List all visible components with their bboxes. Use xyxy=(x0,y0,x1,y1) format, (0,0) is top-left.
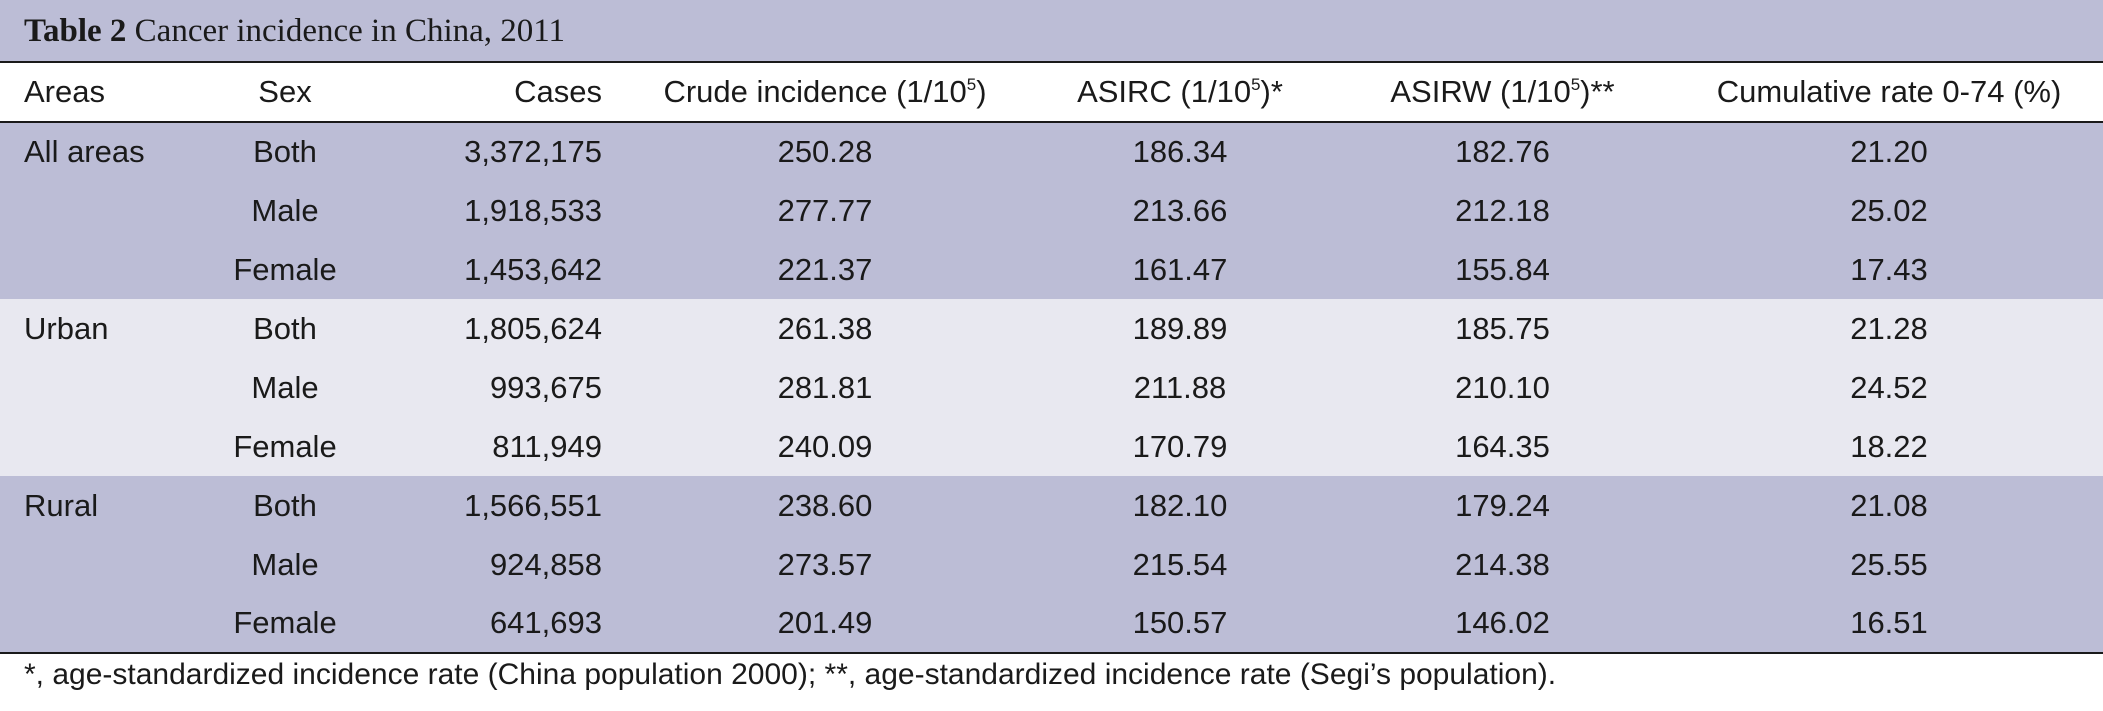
group-all-areas: All areas Both 3,372,175 250.28 186.34 1… xyxy=(0,122,2103,299)
sex-cell: Female xyxy=(210,594,360,654)
asirw-cell: 212.18 xyxy=(1330,181,1675,240)
crude-cell: 238.60 xyxy=(620,476,1030,535)
cumulative-cell: 16.51 xyxy=(1675,594,2103,654)
sex-cell: Both xyxy=(210,122,360,181)
crude-cell: 277.77 xyxy=(620,181,1030,240)
header-asirc: ASIRC (1/105)* xyxy=(1030,63,1330,123)
asirw-cell: 164.35 xyxy=(1330,417,1675,476)
asirw-cell: 146.02 xyxy=(1330,594,1675,654)
cases-cell: 1,805,624 xyxy=(360,299,620,358)
table-row: Rural Both 1,566,551 238.60 182.10 179.2… xyxy=(0,476,2103,535)
area-cell xyxy=(0,181,210,240)
asirc-cell: 186.34 xyxy=(1030,122,1330,181)
cases-cell: 1,566,551 xyxy=(360,476,620,535)
asirc-cell: 170.79 xyxy=(1030,417,1330,476)
asirc-cell: 215.54 xyxy=(1030,535,1330,594)
header-crude-incidence: Crude incidence (1/105) xyxy=(620,63,1030,123)
crude-cell: 221.37 xyxy=(620,240,1030,299)
group-urban: Urban Both 1,805,624 261.38 189.89 185.7… xyxy=(0,299,2103,476)
header-asirw-text: ASIRW (1/10 xyxy=(1390,74,1571,109)
sex-cell: Both xyxy=(210,299,360,358)
cases-cell: 993,675 xyxy=(360,358,620,417)
header-cases: Cases xyxy=(360,63,620,123)
header-asirc-exponent: 5 xyxy=(1251,75,1261,94)
header-asirw: ASIRW (1/105)** xyxy=(1330,63,1675,123)
crude-cell: 240.09 xyxy=(620,417,1030,476)
cases-cell: 924,858 xyxy=(360,535,620,594)
sex-cell: Female xyxy=(210,240,360,299)
table-caption: Table 2 Cancer incidence in China, 2011 xyxy=(0,0,2103,63)
group-rural: Rural Both 1,566,551 238.60 182.10 179.2… xyxy=(0,476,2103,654)
asirw-cell: 214.38 xyxy=(1330,535,1675,594)
cumulative-cell: 25.02 xyxy=(1675,181,2103,240)
area-cell: All areas xyxy=(0,122,210,181)
header-cumulative-rate: Cumulative rate 0-74 (%) xyxy=(1675,63,2103,123)
header-asirc-text: ASIRC (1/10 xyxy=(1077,74,1252,109)
table-row: Female 1,453,642 221.37 161.47 155.84 17… xyxy=(0,240,2103,299)
asirc-cell: 150.57 xyxy=(1030,594,1330,654)
table-row: Male 924,858 273.57 215.54 214.38 25.55 xyxy=(0,535,2103,594)
crude-cell: 273.57 xyxy=(620,535,1030,594)
incidence-table: Areas Sex Cases Crude incidence (1/105) … xyxy=(0,63,2103,654)
cumulative-cell: 17.43 xyxy=(1675,240,2103,299)
table-row: Male 993,675 281.81 211.88 210.10 24.52 xyxy=(0,358,2103,417)
header-row: Areas Sex Cases Crude incidence (1/105) … xyxy=(0,63,2103,123)
table-row: All areas Both 3,372,175 250.28 186.34 1… xyxy=(0,122,2103,181)
cases-cell: 641,693 xyxy=(360,594,620,654)
asirc-cell: 161.47 xyxy=(1030,240,1330,299)
asirw-cell: 155.84 xyxy=(1330,240,1675,299)
header-crude-text: Crude incidence (1/10 xyxy=(663,74,967,109)
header-areas: Areas xyxy=(0,63,210,123)
sex-cell: Male xyxy=(210,535,360,594)
header-asirc-close: )* xyxy=(1260,74,1283,109)
cases-cell: 1,918,533 xyxy=(360,181,620,240)
header-crude-exponent: 5 xyxy=(966,75,977,94)
cumulative-cell: 24.52 xyxy=(1675,358,2103,417)
header-crude-close: ) xyxy=(976,74,987,109)
crude-cell: 250.28 xyxy=(620,122,1030,181)
sex-cell: Both xyxy=(210,476,360,535)
area-cell xyxy=(0,535,210,594)
sex-cell: Male xyxy=(210,358,360,417)
cases-cell: 811,949 xyxy=(360,417,620,476)
table-label: Table 2 xyxy=(24,13,127,49)
crude-cell: 201.49 xyxy=(620,594,1030,654)
cumulative-cell: 21.20 xyxy=(1675,122,2103,181)
table-title: Cancer incidence in China, 2011 xyxy=(134,13,566,49)
cumulative-cell: 21.08 xyxy=(1675,476,2103,535)
asirw-cell: 179.24 xyxy=(1330,476,1675,535)
header-asirw-exponent: 5 xyxy=(1570,75,1581,94)
crude-cell: 261.38 xyxy=(620,299,1030,358)
area-cell xyxy=(0,240,210,299)
sex-cell: Female xyxy=(210,417,360,476)
asirc-cell: 213.66 xyxy=(1030,181,1330,240)
area-cell xyxy=(0,417,210,476)
area-cell xyxy=(0,358,210,417)
header-asirw-close: )** xyxy=(1580,74,1615,109)
cases-cell: 1,453,642 xyxy=(360,240,620,299)
asirc-cell: 189.89 xyxy=(1030,299,1330,358)
cumulative-cell: 25.55 xyxy=(1675,535,2103,594)
table-row: Female 811,949 240.09 170.79 164.35 18.2… xyxy=(0,417,2103,476)
area-cell: Rural xyxy=(0,476,210,535)
sex-cell: Male xyxy=(210,181,360,240)
area-cell xyxy=(0,594,210,654)
asirw-cell: 182.76 xyxy=(1330,122,1675,181)
table-footnote: *, age-standardized incidence rate (Chin… xyxy=(24,658,1557,691)
cumulative-cell: 18.22 xyxy=(1675,417,2103,476)
crude-cell: 281.81 xyxy=(620,358,1030,417)
table-row: Male 1,918,533 277.77 213.66 212.18 25.0… xyxy=(0,181,2103,240)
table-row: Urban Both 1,805,624 261.38 189.89 185.7… xyxy=(0,299,2103,358)
cases-cell: 3,372,175 xyxy=(360,122,620,181)
asirw-cell: 210.10 xyxy=(1330,358,1675,417)
cumulative-cell: 21.28 xyxy=(1675,299,2103,358)
asirc-cell: 182.10 xyxy=(1030,476,1330,535)
table-row: Female 641,693 201.49 150.57 146.02 16.5… xyxy=(0,594,2103,654)
asirc-cell: 211.88 xyxy=(1030,358,1330,417)
asirw-cell: 185.75 xyxy=(1330,299,1675,358)
area-cell: Urban xyxy=(0,299,210,358)
header-sex: Sex xyxy=(210,63,360,123)
